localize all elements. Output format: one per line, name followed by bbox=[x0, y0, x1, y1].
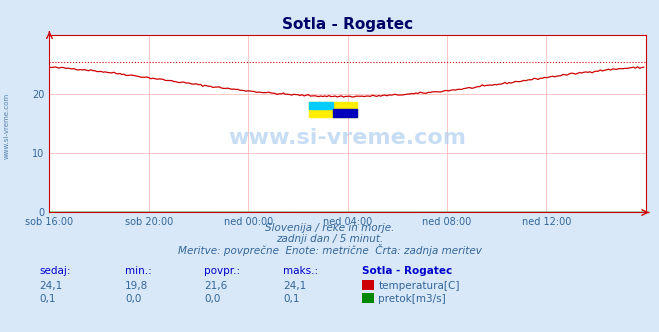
Text: 24,1: 24,1 bbox=[283, 281, 306, 291]
Bar bbox=[333, 110, 357, 117]
Text: www.si-vreme.com: www.si-vreme.com bbox=[3, 93, 10, 159]
Text: 21,6: 21,6 bbox=[204, 281, 227, 291]
Text: zadnji dan / 5 minut.: zadnji dan / 5 minut. bbox=[276, 234, 383, 244]
Text: 19,8: 19,8 bbox=[125, 281, 148, 291]
Text: pretok[m3/s]: pretok[m3/s] bbox=[378, 294, 446, 304]
Text: povpr.:: povpr.: bbox=[204, 266, 241, 276]
Text: Sotla - Rogatec: Sotla - Rogatec bbox=[362, 266, 453, 276]
Text: min.:: min.: bbox=[125, 266, 152, 276]
Text: 0,1: 0,1 bbox=[283, 294, 300, 304]
Text: temperatura[C]: temperatura[C] bbox=[378, 281, 460, 291]
Text: maks.:: maks.: bbox=[283, 266, 318, 276]
Text: www.si-vreme.com: www.si-vreme.com bbox=[229, 128, 467, 148]
Text: 0,1: 0,1 bbox=[40, 294, 56, 304]
Bar bbox=[309, 102, 357, 117]
Title: Sotla - Rogatec: Sotla - Rogatec bbox=[282, 17, 413, 32]
Text: sedaj:: sedaj: bbox=[40, 266, 71, 276]
Text: 24,1: 24,1 bbox=[40, 281, 63, 291]
Text: Slovenija / reke in morje.: Slovenija / reke in morje. bbox=[265, 223, 394, 233]
Text: 0,0: 0,0 bbox=[125, 294, 142, 304]
Text: 0,0: 0,0 bbox=[204, 294, 221, 304]
Text: Meritve: povprečne  Enote: metrične  Črta: zadnja meritev: Meritve: povprečne Enote: metrične Črta:… bbox=[177, 244, 482, 256]
Bar bbox=[309, 102, 333, 110]
